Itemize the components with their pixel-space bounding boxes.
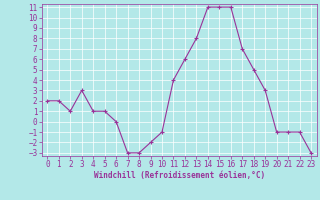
X-axis label: Windchill (Refroidissement éolien,°C): Windchill (Refroidissement éolien,°C) xyxy=(94,171,265,180)
